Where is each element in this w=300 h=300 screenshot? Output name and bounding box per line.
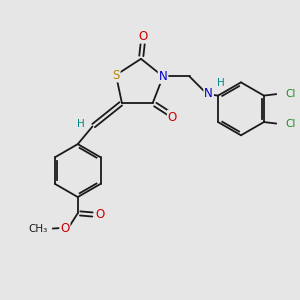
Text: H: H: [218, 78, 225, 88]
Text: Cl: Cl: [285, 89, 296, 99]
Text: N: N: [204, 87, 213, 100]
Text: H: H: [77, 118, 85, 128]
Text: O: O: [60, 222, 70, 235]
Text: O: O: [168, 111, 177, 124]
Text: S: S: [112, 68, 120, 82]
Text: O: O: [139, 30, 148, 43]
Text: O: O: [95, 208, 105, 221]
Text: Cl: Cl: [285, 118, 296, 128]
Text: CH₃: CH₃: [28, 224, 48, 233]
Text: N: N: [159, 70, 167, 83]
